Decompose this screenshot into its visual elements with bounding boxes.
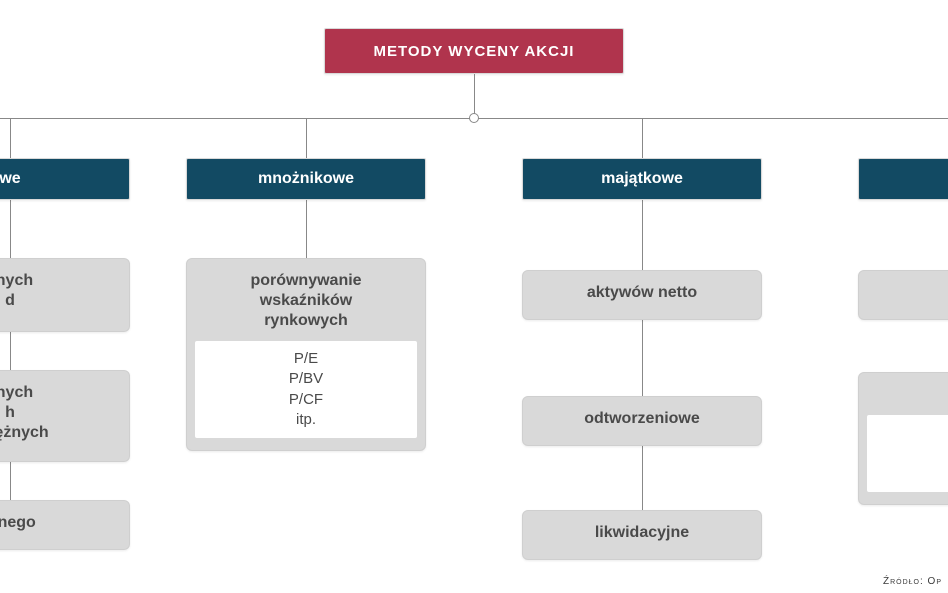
connector-junction — [469, 113, 479, 123]
root-title-text: METODY WYCENY AKCJI — [374, 43, 575, 60]
connector-drop-dochodowe — [10, 118, 11, 158]
category-header-mnoznikowe: mnożnikowe — [186, 158, 426, 200]
box-sub: średnstuSc — [867, 415, 948, 492]
box-inne-0: c — [858, 270, 948, 320]
box-title: aktywów netto — [531, 283, 753, 303]
box-majatkowe-0: aktywów netto — [522, 270, 762, 320]
box-dochodowe-2: alnego — [0, 500, 130, 550]
connector-majatkowe-2 — [642, 446, 643, 510]
box-title: anychd — [0, 271, 121, 311]
connector-drop-mnoznikowe — [306, 118, 307, 158]
box-title: c — [867, 283, 948, 303]
box-sub: P/EP/BVP/CFitp. — [195, 341, 417, 438]
box-title: porównywaniewskaźnikówrynkowych — [195, 271, 417, 331]
box-inne-1: m średnstuSc — [858, 372, 948, 505]
category-header-inne — [858, 158, 948, 200]
box-title: odtworzeniowe — [531, 409, 753, 429]
box-title: anychheniężnych — [0, 383, 121, 443]
root-title: METODY WYCENY AKCJI — [324, 28, 624, 74]
connector-majatkowe-1 — [642, 320, 643, 396]
box-majatkowe-2: likwidacyjne — [522, 510, 762, 560]
box-mnoznikowe-0: porównywaniewskaźnikówrynkowych P/EP/BVP/… — [186, 258, 426, 451]
category-header-dochodowe: we — [0, 158, 130, 200]
connector-mnoznikowe-0 — [306, 200, 307, 258]
connector-majatkowe-0 — [642, 200, 643, 270]
connector-dochodowe-2 — [10, 462, 11, 500]
connector-dochodowe-0 — [10, 200, 11, 258]
box-title: alnego — [0, 513, 121, 533]
category-header-majatkowe: majątkowe — [522, 158, 762, 200]
box-dochodowe-0: anychd — [0, 258, 130, 332]
box-dochodowe-1: anychheniężnych — [0, 370, 130, 462]
connector-drop-majatkowe — [642, 118, 643, 158]
connector-trunk — [474, 74, 475, 118]
box-title: likwidacyjne — [531, 523, 753, 543]
connector-dochodowe-1 — [10, 332, 11, 370]
box-title: m — [867, 385, 948, 405]
box-majatkowe-1: odtworzeniowe — [522, 396, 762, 446]
source-attribution: Źródło: Op — [883, 576, 942, 587]
